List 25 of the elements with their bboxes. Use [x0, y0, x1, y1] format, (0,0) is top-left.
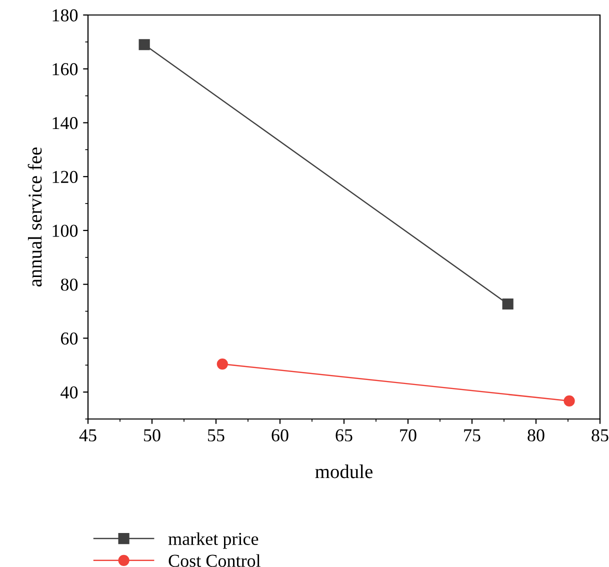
legend-label: market price	[168, 532, 258, 549]
legend-label: Cost Control	[168, 554, 260, 567]
x-tick-label: 85	[592, 429, 608, 442]
point	[502, 298, 514, 310]
point	[564, 395, 575, 407]
y-tick-label: 140	[52, 116, 78, 130]
x-tick-label: 60	[272, 429, 288, 442]
x-tick-label: 80	[528, 429, 544, 442]
point	[216, 358, 228, 370]
y-axis-title: annual service fee	[28, 148, 42, 286]
y-tick-label: 80	[60, 278, 78, 291]
x-tick-label: 65	[336, 429, 352, 442]
point	[138, 39, 150, 50]
y-tick-label: 120	[52, 170, 78, 184]
x-axis-title: module	[315, 464, 372, 478]
y-tick-label: 100	[52, 224, 78, 237]
y-tick-label: 160	[52, 63, 78, 76]
x-tick-label: 45	[79, 429, 96, 442]
y-tick-label: 40	[60, 386, 78, 399]
y-tick-label: 180	[52, 9, 78, 22]
x-tick-label: 70	[400, 429, 416, 442]
x-tick-label: 55	[208, 429, 224, 442]
y-tick-label: 60	[61, 332, 78, 345]
x-tick-label: 75	[464, 429, 480, 442]
x-tick-label: 50	[144, 429, 160, 442]
